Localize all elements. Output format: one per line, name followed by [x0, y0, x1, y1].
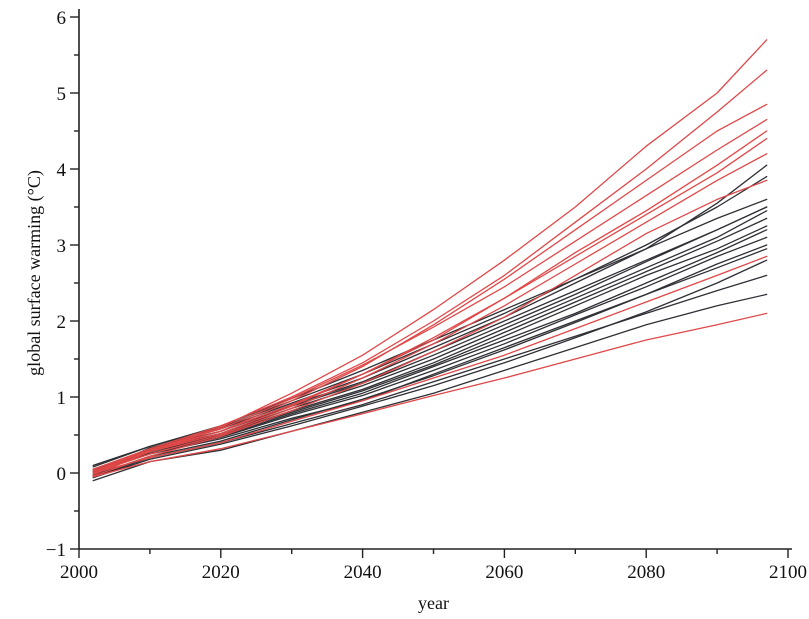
x-tick-label: 2080 — [627, 562, 665, 583]
series-line-4 — [92, 244, 768, 473]
series-line-11 — [92, 198, 768, 468]
series-layer — [92, 39, 768, 482]
x-tick-label: 2060 — [485, 562, 523, 583]
series-line-25 — [92, 137, 768, 470]
series-line-2 — [92, 217, 768, 470]
series-line-18 — [92, 103, 768, 476]
series-line-16 — [92, 39, 768, 474]
y-tick-label: 5 — [57, 84, 67, 105]
series-line-21 — [92, 179, 768, 477]
y-tick-label: 2 — [57, 312, 67, 333]
series-line-24 — [92, 312, 768, 478]
x-tick-label: 2040 — [344, 562, 382, 583]
axes-layer: 2000 2020 2040 2060 2080 2100 −1 0 1 2 3 4 5 6 — [46, 8, 807, 583]
y-tick-label: 4 — [57, 160, 67, 181]
y-tick-label: 0 — [57, 464, 67, 485]
series-line-8 — [92, 293, 768, 482]
series-line-12 — [92, 248, 768, 476]
series-line-10 — [92, 225, 768, 474]
series-line-15 — [92, 259, 768, 479]
y-axis-title: global surface warming (°C) — [24, 170, 45, 376]
series-line-20 — [92, 153, 768, 474]
series-line-5 — [92, 175, 768, 467]
y-tick-label: 3 — [57, 236, 67, 257]
series-line-22 — [92, 130, 768, 472]
y-tick-label: 1 — [57, 388, 67, 409]
y-tick-label: 6 — [57, 8, 67, 29]
x-tick-label: 2000 — [60, 562, 98, 583]
y-tick-label: −1 — [46, 540, 66, 561]
x-axis-title: year — [418, 593, 449, 613]
x-tick-label: 2100 — [769, 562, 807, 583]
series-line-17 — [92, 69, 768, 470]
x-tick-label: 2020 — [202, 562, 240, 583]
series-line-19 — [92, 118, 768, 473]
series-line-23 — [92, 255, 768, 474]
